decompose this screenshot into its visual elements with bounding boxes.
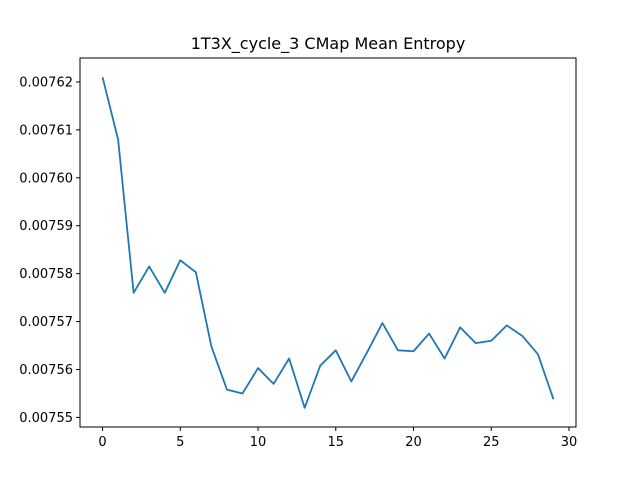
x-tick-label: 10 (250, 435, 267, 450)
x-tick-label: 30 (561, 435, 578, 450)
x-tick-label: 0 (98, 435, 106, 450)
y-tick-label: 0.00756 (19, 363, 73, 378)
y-tick-label: 0.00762 (19, 75, 73, 90)
y-axis: 0.00755 0.00756 0.00757 0.00758 0.00759 0.007… (19, 75, 80, 426)
x-tick-label: 15 (328, 435, 345, 450)
x-tick-label: 5 (176, 435, 184, 450)
series-line (101, 76, 555, 409)
x-axis: 0 5 10 15 20 25 30 (98, 427, 577, 450)
y-tick-label: 0.00757 (19, 315, 73, 330)
x-tick-label: 20 (405, 435, 422, 450)
chart-title: 1T3X_cycle_3 CMap Mean Entropy (191, 34, 466, 54)
y-tick-label: 0.00755 (19, 411, 73, 426)
plot-frame (79, 57, 577, 428)
y-tick-label: 0.00759 (19, 219, 73, 234)
y-tick-label: 0.00758 (19, 267, 73, 282)
plot-area (80, 58, 576, 427)
x-tick-label: 25 (483, 435, 500, 450)
series-layer (101, 76, 555, 409)
y-tick-label: 0.00761 (19, 123, 73, 138)
y-tick-label: 0.00760 (19, 171, 73, 186)
